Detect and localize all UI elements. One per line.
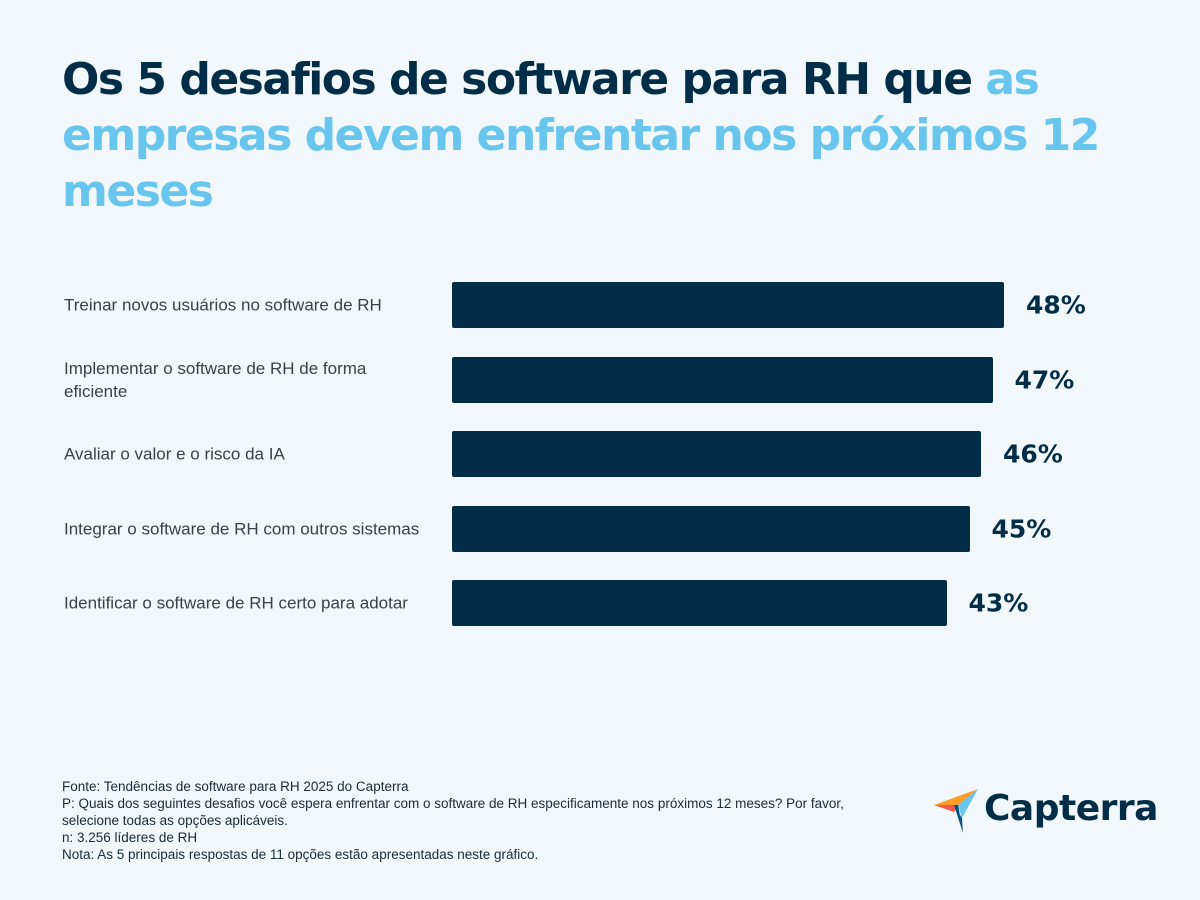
bar [452, 431, 981, 478]
data-label: 48% [1026, 290, 1086, 320]
note-source: Fonte: Tendências de software para RH 20… [62, 779, 409, 794]
note-sample: n: 3.256 líderes de RH [62, 830, 198, 845]
capterra-arrow-icon [934, 789, 978, 833]
data-label: 45% [991, 514, 1052, 544]
category-label: Identificar o software de RH certo para … [64, 593, 408, 613]
bar [452, 580, 947, 627]
category-label: Avaliar o valor e o risco da IA [64, 444, 285, 464]
logo-text: Capterra [984, 788, 1158, 829]
bar-chart: Treinar novos usuários no software de RH… [0, 260, 1200, 660]
capterra-logo: Capterra [932, 786, 1158, 838]
source-notes: Fonte: Tendências de software para RH 20… [62, 778, 862, 863]
bar [452, 505, 970, 552]
data-label: 47% [1014, 365, 1075, 395]
data-label: 46% [1003, 439, 1063, 469]
title-dark: Os 5 desafios de software para RH que [62, 54, 986, 105]
note-question: P: Quais dos seguintes desafios você esp… [62, 796, 844, 828]
note-remark: Nota: As 5 principais respostas de 11 op… [62, 847, 539, 862]
data-label: 43% [968, 588, 1029, 618]
chart-title: Os 5 desafios de software para RH que as… [62, 52, 1152, 220]
category-label: Treinar novos usuários no software de RH [64, 295, 382, 315]
category-label: Implementar o software de RH de forma ef… [64, 358, 367, 401]
category-label: Integrar o software de RH com outros sis… [64, 519, 420, 539]
bar [452, 282, 1004, 328]
bar [452, 356, 993, 403]
title-highlight: as empresas devem enfrentar nos próximos… [62, 54, 1100, 217]
